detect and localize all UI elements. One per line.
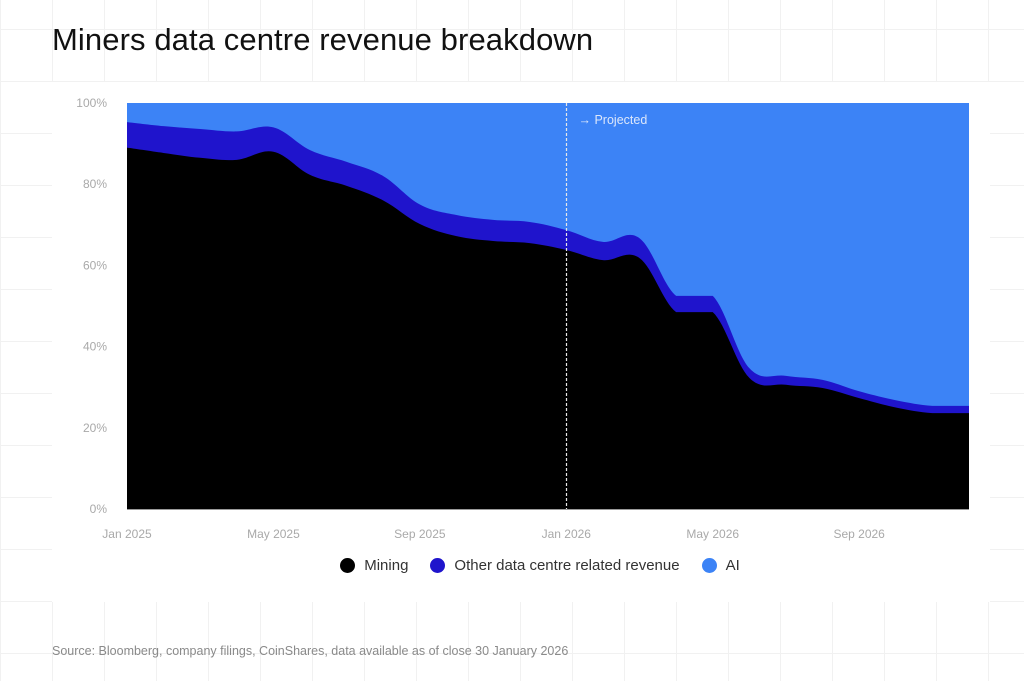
x-tick-label: Sep 2026: [833, 527, 885, 541]
x-tick-label: May 2025: [247, 527, 300, 541]
y-tick-label: 0%: [90, 502, 108, 516]
x-axis: Jan 2025 May 2025 Sep 2025 Jan 2026 May 2026…: [102, 527, 885, 541]
projected-label: → Projected: [579, 113, 648, 127]
x-tick-label: Sep 2025: [394, 527, 446, 541]
legend-item-ai[interactable]: AI: [701, 557, 740, 574]
x-tick-label: May 2026: [686, 527, 739, 541]
legend-label: Other data centre related revenue: [454, 557, 680, 574]
projected-marker: → Projected: [565, 103, 648, 509]
legend: Mining Other data centre related revenue…: [0, 557, 1024, 574]
legend-item-other[interactable]: Other data centre related revenue: [430, 557, 680, 574]
legend-label: AI: [725, 557, 740, 574]
y-tick-label: 40%: [83, 340, 107, 354]
y-tick-label: 20%: [83, 421, 107, 435]
area-mining: [127, 147, 969, 509]
legend-swatch-mining: [340, 558, 356, 573]
y-tick-label: 60%: [83, 258, 107, 272]
legend-swatch-ai: [701, 558, 717, 573]
y-tick-label: 100%: [76, 96, 107, 110]
y-tick-label: 80%: [83, 177, 107, 191]
legend-item-mining[interactable]: Mining: [340, 557, 408, 574]
x-tick-label: Jan 2025: [102, 527, 152, 541]
legend-label: Mining: [364, 557, 409, 574]
area-layer: [127, 103, 969, 510]
y-axis: 0% 20% 40% 60% 80% 100%: [76, 96, 107, 516]
source-note: Source: Bloomberg, company filings, Coin…: [52, 644, 569, 658]
chart-title: Miners data centre revenue breakdown: [52, 22, 594, 57]
legend-swatch-other: [430, 558, 446, 573]
x-tick-label: Jan 2026: [542, 527, 592, 541]
